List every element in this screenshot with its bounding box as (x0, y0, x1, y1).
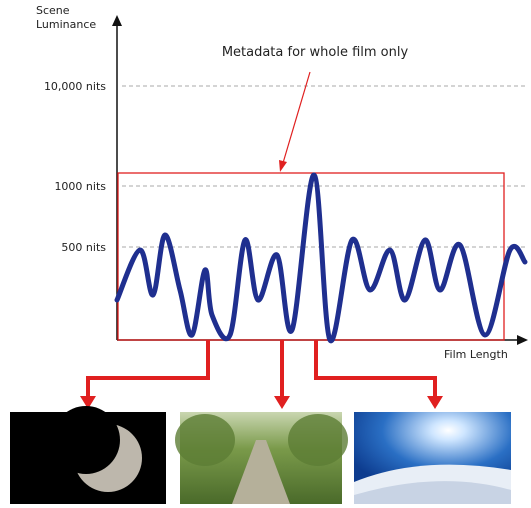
x-axis-label: Film Length (444, 348, 508, 361)
connector (314, 340, 437, 398)
annotation-arrow (282, 71, 311, 164)
connector-arrowhead (274, 396, 290, 409)
luminance-curve (114, 172, 528, 343)
y-axis-label: Luminance (36, 18, 96, 31)
moon-image (10, 406, 166, 504)
y-axis-arrow (112, 15, 122, 26)
level-label: 1000 nits (54, 180, 106, 193)
connector (86, 340, 210, 398)
annotation-arrowhead (279, 160, 287, 172)
metadata-box (117, 172, 505, 341)
level-label: 500 nits (61, 241, 106, 254)
road-image (175, 412, 348, 504)
connector-arrowhead (80, 396, 96, 409)
level-label: 10,000 nits (44, 80, 106, 93)
dune-image (354, 412, 511, 504)
x-axis-arrow (517, 335, 528, 345)
connector-arrowhead (427, 396, 443, 409)
annotation: Metadata for whole film only (222, 45, 409, 60)
y-axis-label: Scene (36, 4, 70, 17)
